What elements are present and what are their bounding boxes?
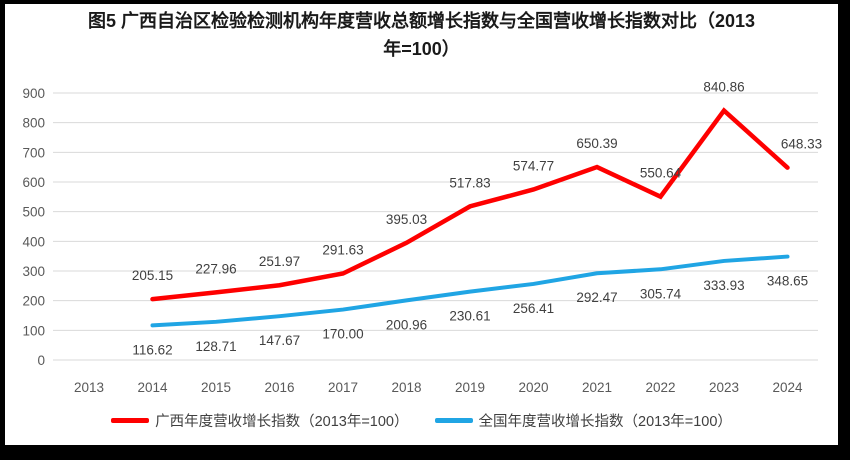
x-axis-tick-label: 2020 <box>518 380 548 395</box>
x-axis-tick-label: 2013 <box>74 380 104 395</box>
data-label: 348.65 <box>767 274 808 289</box>
legend-item-guangxi: 广西年度营收增长指数（2013年=100） <box>111 410 409 431</box>
x-axis-tick-label: 2022 <box>645 380 675 395</box>
y-axis-tick-label: 0 <box>37 353 45 368</box>
y-axis-tick-label: 200 <box>22 294 45 309</box>
x-axis-tick-label: 2016 <box>264 380 294 395</box>
legend-label-guangxi: 广西年度营收增长指数（2013年=100） <box>155 414 409 430</box>
data-label: 205.15 <box>132 268 173 283</box>
series-line-1 <box>150 254 790 328</box>
data-label: 291.63 <box>322 242 363 257</box>
x-axis-tick-label: 2023 <box>709 380 739 395</box>
x-axis-tick-label: 2018 <box>391 380 421 395</box>
line-chart-plot: 0 100 200 300 400 500 600 700 800 900 2013 2014 2015… <box>22 80 822 395</box>
legend-swatch-national-icon <box>434 418 473 423</box>
y-axis-tick-label: 600 <box>22 175 45 190</box>
data-label: 650.39 <box>576 136 617 151</box>
x-axis-tick-label: 2019 <box>455 380 485 395</box>
data-label: 230.61 <box>449 309 490 324</box>
x-axis-tick-label: 2014 <box>137 380 168 395</box>
data-label: 292.47 <box>576 290 617 305</box>
y-axis-tick-label: 300 <box>22 264 45 279</box>
data-label: 840.86 <box>703 80 744 95</box>
legend-swatch-guangxi-icon <box>111 418 150 423</box>
data-label: 227.96 <box>195 261 236 276</box>
data-label: 170.00 <box>322 327 363 342</box>
data-label: 395.03 <box>386 212 427 227</box>
y-axis-tick-label: 400 <box>22 234 45 249</box>
data-label: 574.77 <box>513 158 554 173</box>
data-label: 147.67 <box>259 333 300 348</box>
data-label: 333.93 <box>703 278 744 293</box>
x-axis-tick-label: 2021 <box>582 380 612 395</box>
data-label: 200.96 <box>386 317 427 332</box>
data-label: 648.33 <box>781 137 822 152</box>
data-label: 251.97 <box>259 254 300 269</box>
y-axis-tick-label: 700 <box>22 145 45 160</box>
legend-item-national: 全国年度营收增长指数（2013年=100） <box>434 410 732 431</box>
legend-label-national: 全国年度营收增长指数（2013年=100） <box>478 414 732 430</box>
data-label: 550.64 <box>640 166 682 181</box>
data-label: 116.62 <box>132 342 172 357</box>
data-label: 256.41 <box>513 301 554 316</box>
data-label: 517.83 <box>449 175 490 190</box>
chart-legend: 广西年度营收增长指数（2013年=100） 全国年度营收增长指数（2013年=1… <box>5 410 838 431</box>
y-axis-tick-label: 100 <box>22 323 45 338</box>
y-axis-tick-label: 800 <box>22 116 45 131</box>
x-axis-tick-label: 2024 <box>772 380 803 395</box>
data-label: 128.71 <box>195 339 236 354</box>
data-label: 305.74 <box>640 286 682 301</box>
y-axis-tick-label: 900 <box>22 86 45 101</box>
chart-title: 图5 广西自治区检验检测机构年度营收总额增长指数与全国营收增长指数对比（2013… <box>87 11 756 59</box>
y-axis-tick-label: 500 <box>22 205 45 220</box>
series-line-0 <box>150 107 790 302</box>
x-axis-tick-label: 2015 <box>201 380 231 395</box>
x-axis-tick-label: 2017 <box>328 380 358 395</box>
